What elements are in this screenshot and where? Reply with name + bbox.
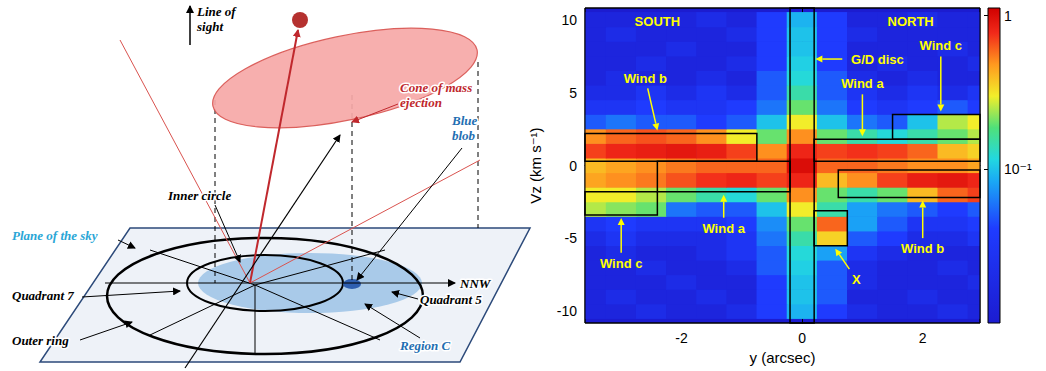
svg-text:5: 5 [569, 85, 577, 101]
svg-text:SOUTH: SOUTH [635, 14, 681, 29]
svg-text:Wind a: Wind a [841, 76, 884, 91]
svg-text:NORTH: NORTH [888, 14, 934, 29]
svg-text:-10: -10 [557, 303, 577, 319]
svg-text:Wind a: Wind a [702, 221, 745, 236]
svg-text:0: 0 [569, 158, 577, 174]
svg-text:Inner circle: Inner circle [167, 188, 231, 203]
svg-text:Wind b: Wind b [624, 71, 667, 86]
svg-text:0: 0 [798, 330, 806, 346]
svg-text:Wind c: Wind c [920, 38, 963, 53]
svg-text:Wind b: Wind b [901, 241, 944, 256]
svg-text:Wind c: Wind c [600, 256, 643, 271]
svg-text:-2: -2 [675, 330, 688, 346]
svg-text:NNW: NNW [459, 276, 492, 291]
svg-text:Line ofsight: Line ofsight [196, 4, 237, 34]
svg-text:-5: -5 [565, 230, 578, 246]
svg-text:Quadrant 5: Quadrant 5 [420, 292, 482, 307]
svg-text:Blueblob: Blueblob [451, 113, 478, 143]
svg-text:2: 2 [919, 330, 927, 346]
svg-text:Plane of the sky: Plane of the sky [12, 228, 98, 243]
svg-text:y (arcsec): y (arcsec) [750, 349, 816, 366]
svg-text:Quadrant 7: Quadrant 7 [12, 288, 74, 303]
svg-text:X: X [852, 272, 861, 287]
svg-text:G/D disc: G/D disc [851, 52, 904, 67]
svg-text:10⁻¹: 10⁻¹ [1004, 161, 1032, 177]
svg-text:Outer ring: Outer ring [12, 333, 69, 348]
svg-text:1: 1 [1004, 8, 1012, 24]
svg-text:Cone of massejection: Cone of massejection [400, 80, 472, 110]
svg-text:10: 10 [561, 12, 577, 28]
svg-text:Vz (km s⁻¹): Vz (km s⁻¹) [527, 127, 544, 203]
svg-text:Region C: Region C [399, 338, 451, 353]
